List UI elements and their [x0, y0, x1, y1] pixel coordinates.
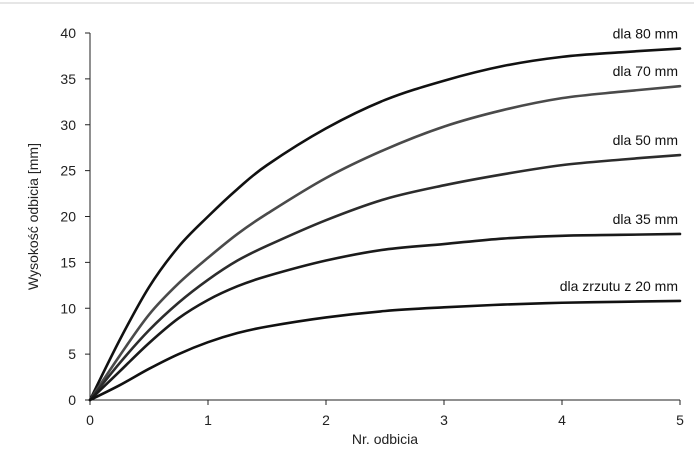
series-label-20mm: dla zrzutu z 20 mm	[560, 278, 678, 294]
x-tick-label: 0	[86, 412, 94, 428]
series-label-35mm: dla 35 mm	[613, 211, 678, 227]
x-tick-label: 3	[440, 412, 448, 428]
x-tick-label: 4	[558, 412, 566, 428]
y-tick-label: 20	[60, 209, 76, 225]
series-label-50mm: dla 50 mm	[613, 132, 678, 148]
y-tick-label: 0	[68, 392, 76, 408]
y-axis-title: Wysokość odbicia [mm]	[25, 143, 41, 290]
series-line-35mm	[88, 232, 682, 402]
plot-background	[90, 33, 680, 400]
y-tick-label: 10	[60, 300, 76, 316]
y-tick-label: 25	[60, 163, 76, 179]
series-lines	[88, 47, 682, 402]
series-label-80mm: dla 80 mm	[613, 26, 678, 42]
series-label-70mm: dla 70 mm	[613, 63, 678, 79]
y-tick-label: 30	[60, 117, 76, 133]
x-tick-label: 1	[204, 412, 212, 428]
series-line-50mm	[88, 153, 682, 402]
y-tick-label: 35	[60, 71, 76, 87]
plot-area	[90, 33, 680, 400]
x-axis-title: Nr. odbicia	[352, 431, 418, 447]
y-tick-label: 40	[60, 25, 76, 41]
axes: 0 5 10 15 20 25 30 35 40 0 1 2 3 4 5	[60, 25, 684, 428]
y-tick-label: 15	[60, 254, 76, 270]
y-tick-label: 5	[68, 346, 76, 362]
x-tick-label: 2	[322, 412, 330, 428]
x-tick-label: 5	[676, 412, 684, 428]
series-line-70mm	[88, 84, 682, 402]
series-line-20mm	[88, 299, 682, 402]
series-labels: dla 80 mm dla 70 mm dla 50 mm dla 35 mm dla …	[560, 26, 678, 294]
series-line-80mm	[88, 47, 682, 402]
